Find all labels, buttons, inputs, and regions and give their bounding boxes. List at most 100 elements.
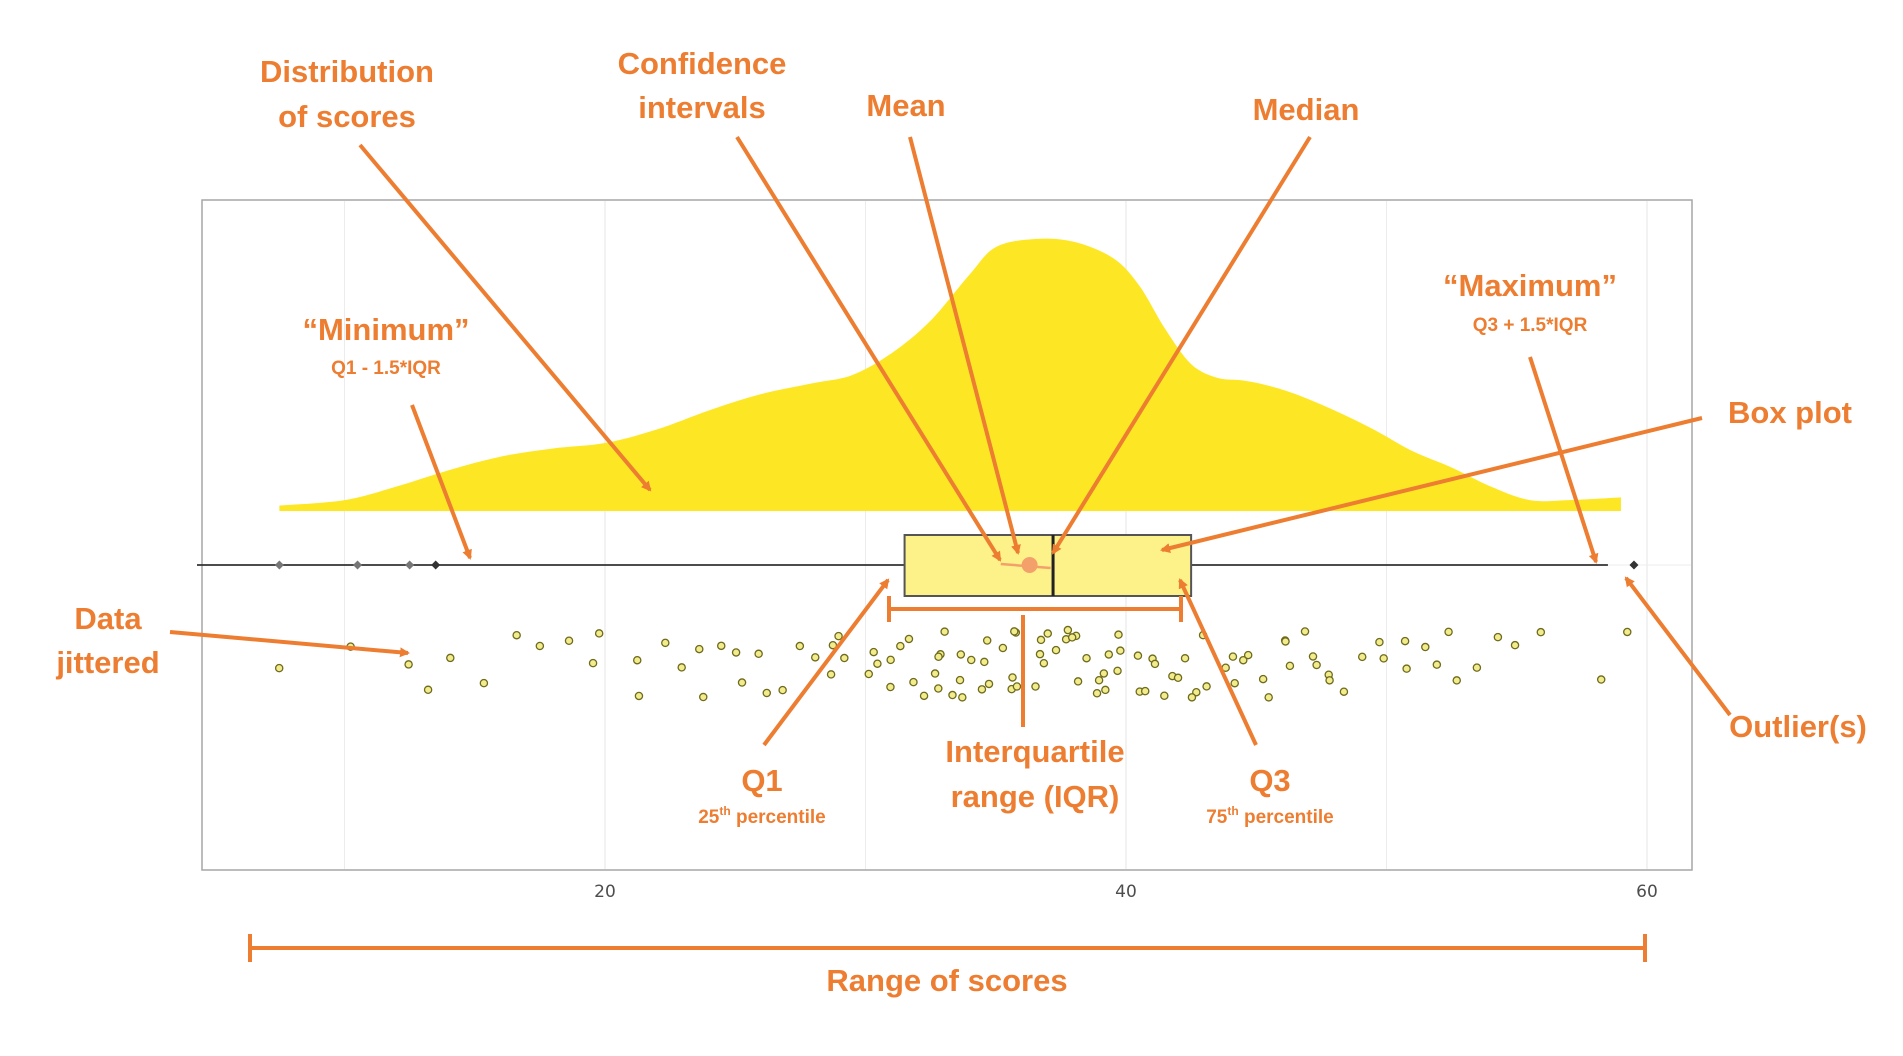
jitter-point <box>1101 685 1110 695</box>
jitter-point <box>423 685 433 695</box>
x-tick-label-40: 40 <box>1115 882 1137 902</box>
label-minimum: “Minimum” <box>302 312 469 347</box>
jitter-point <box>1432 660 1442 669</box>
jitter-point <box>731 648 741 657</box>
jitter-point <box>886 682 895 692</box>
arrow-distribution <box>358 143 652 492</box>
jitter-point <box>904 634 914 644</box>
iqr-box <box>903 534 1193 597</box>
jitter-point <box>873 659 882 668</box>
jitter-point <box>1104 650 1114 659</box>
label-q1-percentile: 25th percentile <box>698 804 826 828</box>
jitter-point <box>1312 660 1321 670</box>
label-q3: Q3 <box>1249 763 1290 798</box>
jitter-point <box>966 655 976 665</box>
jitter-point <box>840 653 849 663</box>
jitter-point <box>661 638 670 648</box>
jitter-point <box>1339 687 1349 696</box>
jitter-point <box>834 631 843 641</box>
jitter-point <box>1094 675 1104 685</box>
jitter-point <box>1452 676 1461 685</box>
jitter-point <box>778 685 787 695</box>
jitter-point <box>1133 651 1143 660</box>
jitter-point <box>1008 673 1017 682</box>
jitter-point <box>940 627 949 636</box>
jitter-point <box>1039 658 1049 668</box>
outlier-point <box>431 560 441 570</box>
jitter-point <box>998 643 1008 653</box>
jitter-point <box>695 644 704 654</box>
label-box-plot: Box plot <box>1728 395 1852 430</box>
arrow-q3 <box>1178 578 1258 746</box>
jitter-point <box>1357 652 1367 662</box>
label-data-jittered-2: jittered <box>55 645 159 680</box>
jitter-point <box>934 652 943 662</box>
label-maximum-formula: Q3 + 1.5*IQR <box>1473 315 1588 336</box>
jitter-point <box>1230 678 1239 688</box>
jitter-point <box>1150 659 1160 669</box>
jitter-point <box>977 685 987 694</box>
jitter-point <box>948 690 957 700</box>
label-maximum: “Maximum” <box>1443 268 1617 303</box>
jitter-point <box>1421 642 1430 652</box>
outlier-point <box>274 560 284 570</box>
jitter-point <box>956 650 966 659</box>
jitter-point <box>754 649 763 659</box>
jitter-point <box>982 636 992 645</box>
jitter-point <box>699 692 708 702</box>
jitter-point <box>588 658 598 668</box>
jitter-point <box>1140 686 1150 696</box>
jitter-point <box>535 641 545 651</box>
range-bracket <box>248 934 1647 962</box>
jitter-point <box>479 678 489 688</box>
label-ci-2: intervals <box>638 90 766 125</box>
jitter-point <box>274 663 284 673</box>
jitter-point <box>1228 652 1238 661</box>
jitter-point <box>1596 675 1606 684</box>
jitter-point <box>404 660 413 669</box>
jitter-point <box>594 629 604 638</box>
arrow-box-plot <box>1160 416 1703 553</box>
jitter-point <box>1114 630 1123 639</box>
jitter-point <box>1379 654 1388 663</box>
jitter-point <box>1325 676 1334 685</box>
label-data-jittered-1: Data <box>74 601 142 636</box>
jitter-point <box>1243 650 1253 660</box>
x-tick-label-20: 20 <box>594 882 616 902</box>
jitter-point <box>1180 654 1190 663</box>
arrow-q1 <box>762 578 890 747</box>
label-mean: Mean <box>866 88 945 123</box>
arrow-maximum <box>1528 356 1599 564</box>
plot-panel <box>201 199 1693 871</box>
jitter-point <box>869 647 878 657</box>
jitter-point <box>909 677 918 687</box>
arrow-ci <box>735 135 1002 562</box>
jitter-layer <box>274 625 1632 702</box>
jitter-point <box>1073 677 1083 686</box>
jitter-point <box>737 678 747 687</box>
jitter-point <box>762 688 772 698</box>
label-q1: Q1 <box>741 763 782 798</box>
jitter-point <box>1043 629 1052 638</box>
mean-point <box>1021 557 1038 573</box>
jitter-point <box>1444 627 1453 637</box>
jitter-point <box>1239 655 1248 665</box>
jitter-point <box>1264 693 1273 702</box>
jitter-point <box>1099 669 1109 678</box>
iqr-bracket <box>887 596 1183 622</box>
jitter-point <box>512 630 521 640</box>
jitter-point <box>864 669 874 679</box>
jitter-point <box>930 669 940 678</box>
arrow-median <box>1051 135 1312 555</box>
jitter-point <box>1308 652 1318 661</box>
jitter-point <box>1010 627 1019 636</box>
jitter-point <box>1258 674 1268 684</box>
x-tick-label-60: 60 <box>1636 882 1658 902</box>
jitter-point <box>1623 627 1632 637</box>
jitter-point <box>1285 661 1295 671</box>
jitter-point <box>1160 691 1169 701</box>
jitter-point <box>632 655 642 665</box>
label-median: Median <box>1253 92 1360 127</box>
